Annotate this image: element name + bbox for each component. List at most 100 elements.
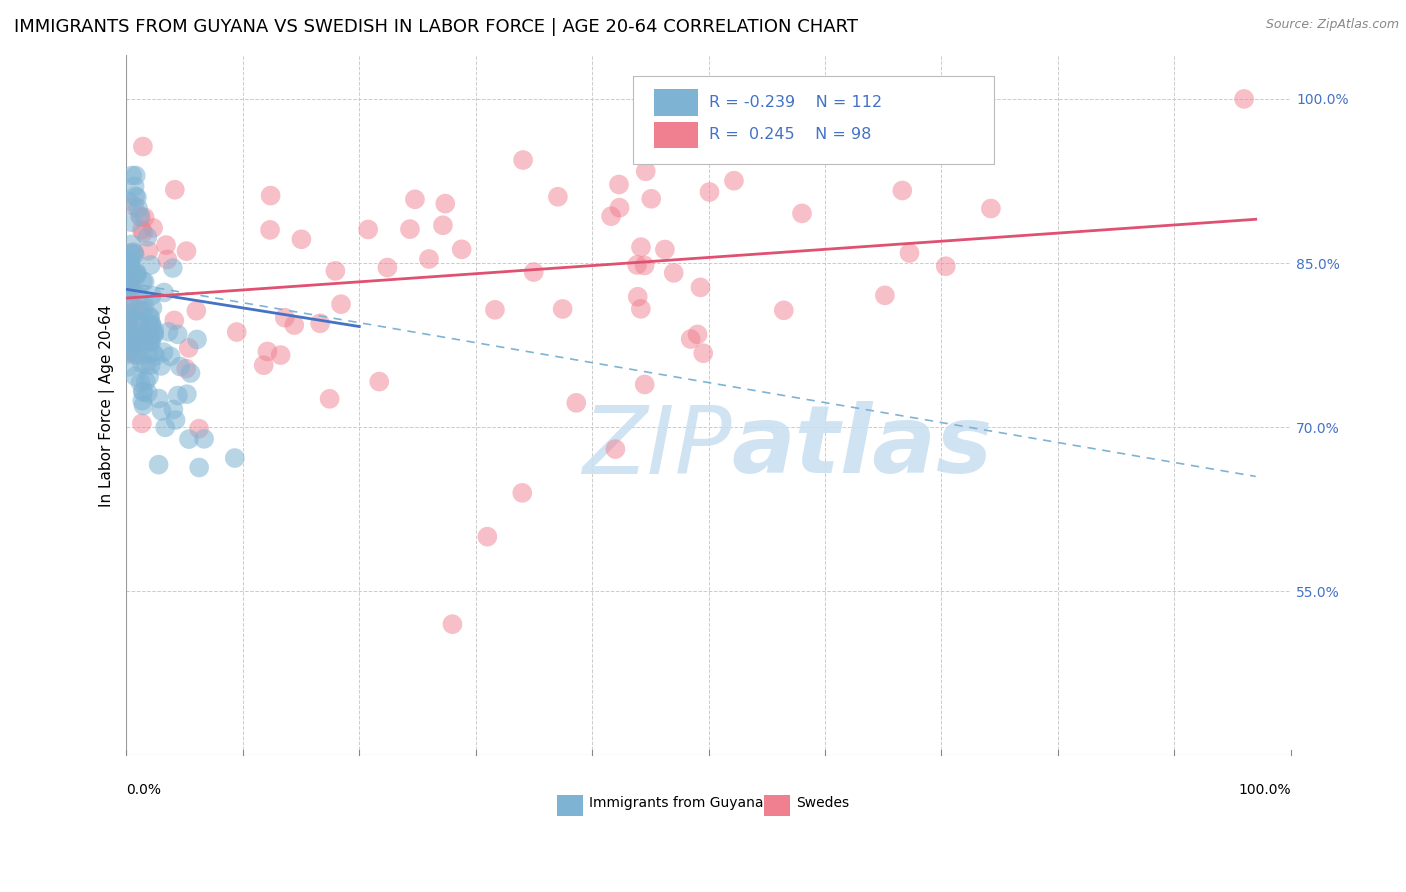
Point [129, 209, 152, 223]
Point [121, 342, 143, 356]
Point [634, 377, 657, 392]
Point [163, 313, 186, 327]
Point [662, 266, 685, 280]
Point [723, 174, 745, 188]
Point [128, 348, 150, 362]
Point [125, 346, 148, 360]
Point [627, 290, 650, 304]
Point [131, 357, 153, 371]
Point [129, 210, 152, 224]
Point [432, 219, 454, 233]
Point [873, 288, 896, 302]
Point [120, 308, 142, 322]
Point [179, 366, 201, 380]
Point [138, 369, 160, 384]
Point [176, 244, 198, 259]
Point [124, 336, 146, 351]
Point [118, 254, 141, 268]
Point [193, 432, 215, 446]
Point [174, 361, 197, 376]
Point [142, 346, 165, 360]
Point [935, 259, 957, 273]
Point [139, 358, 162, 372]
Point [551, 301, 574, 316]
Point [814, 92, 837, 106]
Point [274, 310, 297, 325]
Point [117, 347, 139, 361]
Point [125, 266, 148, 280]
Point [131, 304, 153, 318]
Point [120, 258, 142, 272]
Point [156, 252, 179, 267]
Point [225, 325, 247, 339]
Point [418, 252, 440, 266]
Text: Immigrants from Guyana: Immigrants from Guyana [589, 797, 763, 810]
Point [124, 179, 146, 194]
Point [127, 268, 149, 282]
Point [120, 259, 142, 273]
Text: R = -0.239    N = 112: R = -0.239 N = 112 [709, 95, 882, 110]
Point [127, 313, 149, 327]
Point [132, 303, 155, 318]
Point [131, 334, 153, 349]
Point [132, 275, 155, 289]
Text: 100.0%: 100.0% [1239, 783, 1291, 797]
Point [118, 318, 141, 333]
Point [157, 325, 180, 339]
Point [159, 349, 181, 363]
Point [510, 486, 533, 500]
Point [609, 201, 631, 215]
Point [118, 256, 141, 270]
Point [118, 345, 141, 359]
Point [127, 302, 149, 317]
Point [118, 337, 141, 351]
Point [633, 259, 655, 273]
Point [141, 318, 163, 332]
Point [607, 178, 630, 192]
Point [134, 300, 156, 314]
Point [127, 202, 149, 216]
Point [142, 327, 165, 342]
Point [132, 139, 155, 153]
Point [138, 323, 160, 337]
Point [121, 169, 143, 183]
Point [309, 316, 332, 330]
Point [120, 245, 142, 260]
Point [118, 277, 141, 292]
Point [283, 318, 305, 332]
Point [141, 318, 163, 332]
Point [600, 209, 623, 223]
Point [136, 347, 159, 361]
Point [270, 348, 292, 362]
Point [357, 222, 380, 236]
Point [176, 387, 198, 401]
Point [654, 243, 676, 257]
Point [153, 285, 176, 300]
Point [547, 190, 569, 204]
Text: atlas: atlas [733, 401, 993, 493]
Point [129, 335, 152, 350]
Point [124, 369, 146, 384]
Point [188, 460, 211, 475]
Point [143, 323, 166, 337]
Point [188, 422, 211, 436]
Point [122, 246, 145, 260]
Point [434, 196, 457, 211]
Point [121, 327, 143, 342]
Point [186, 333, 208, 347]
Point [686, 327, 709, 342]
Point [139, 310, 162, 325]
Point [150, 359, 173, 373]
Point [131, 223, 153, 237]
Point [139, 334, 162, 349]
Point [699, 185, 721, 199]
Point [634, 164, 657, 178]
Point [169, 359, 191, 374]
Point [565, 396, 588, 410]
Point [368, 375, 391, 389]
Point [125, 330, 148, 344]
Point [163, 183, 186, 197]
Point [139, 319, 162, 334]
Point [125, 190, 148, 204]
Point [153, 420, 176, 434]
